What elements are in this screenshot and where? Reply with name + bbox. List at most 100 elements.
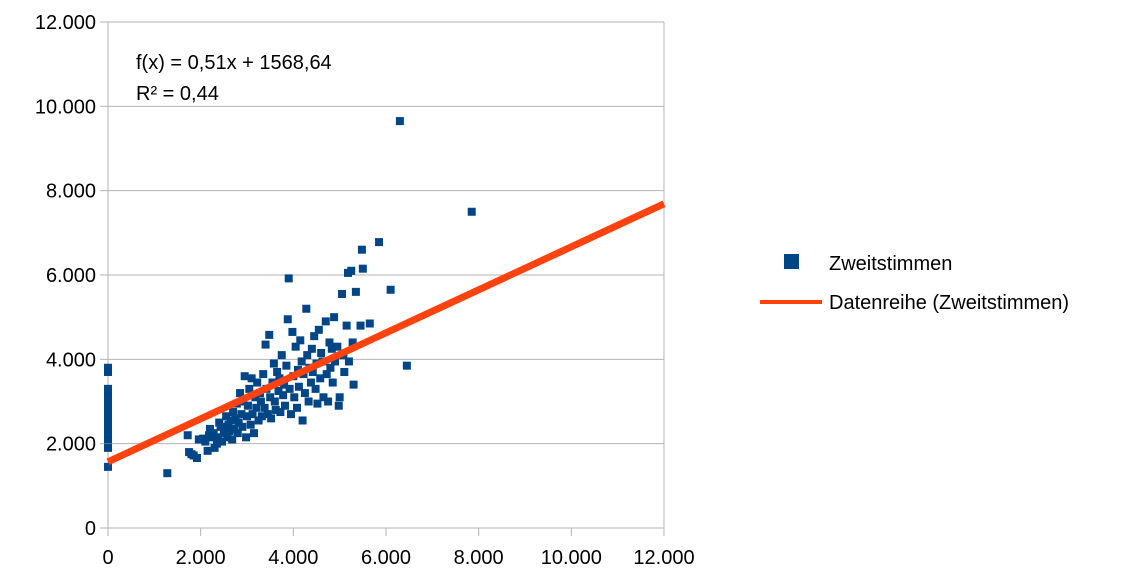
data-point xyxy=(327,344,336,353)
data-point xyxy=(326,363,335,372)
data-point xyxy=(335,393,344,402)
data-point xyxy=(467,207,476,216)
data-point xyxy=(321,317,330,326)
trend-line-layer xyxy=(106,200,666,466)
data-point xyxy=(104,384,112,393)
data-point xyxy=(282,361,291,370)
trend-line xyxy=(106,200,666,466)
data-point xyxy=(234,418,243,427)
data-point xyxy=(259,370,268,379)
data-point xyxy=(104,416,112,425)
data-point xyxy=(104,420,112,429)
data-point xyxy=(337,289,346,298)
data-point xyxy=(284,274,293,283)
data-point xyxy=(357,245,366,254)
data-point xyxy=(279,391,288,400)
data-point xyxy=(342,321,351,330)
data-point xyxy=(104,399,112,408)
data-point xyxy=(236,389,245,398)
data-point xyxy=(263,410,272,419)
data-point xyxy=(210,443,219,452)
x-tick-label: 2.000 xyxy=(176,547,226,569)
data-point xyxy=(201,437,210,446)
data-point xyxy=(104,403,112,412)
x-tick-label: 6.000 xyxy=(361,547,411,569)
data-point xyxy=(283,315,292,324)
data-point xyxy=(203,446,212,455)
data-point xyxy=(402,361,411,370)
data-point xyxy=(322,370,331,379)
data-point xyxy=(348,338,357,347)
data-point xyxy=(274,386,283,395)
data-point xyxy=(351,287,360,296)
data-point xyxy=(253,378,262,387)
data-point xyxy=(356,321,365,330)
data-point xyxy=(298,416,307,425)
data-point xyxy=(395,117,404,126)
data-point xyxy=(296,336,305,345)
data-point xyxy=(280,401,289,410)
data-point xyxy=(194,435,203,444)
y-tick-label: 0 xyxy=(85,518,96,540)
data-point xyxy=(347,266,356,275)
data-point xyxy=(163,469,172,478)
x-tick-label: 0 xyxy=(102,547,113,569)
data-point xyxy=(291,342,300,351)
y-tick-label: 6.000 xyxy=(46,265,96,287)
data-point xyxy=(224,420,233,429)
legend: Zweitstimmen Datenreihe (Zweitstimmen) xyxy=(760,253,1069,314)
data-point xyxy=(104,462,112,471)
y-tick-label: 12.000 xyxy=(35,12,96,34)
data-point xyxy=(248,410,257,419)
data-point xyxy=(319,393,328,402)
data-point xyxy=(104,412,112,421)
data-point xyxy=(104,435,112,444)
legend-label-trendline: Datenreihe (Zweitstimmen) xyxy=(829,292,1069,314)
data-point xyxy=(269,359,278,368)
data-point xyxy=(340,367,349,376)
data-point xyxy=(331,357,340,366)
data-point xyxy=(237,410,246,419)
data-point xyxy=(229,408,238,417)
x-tick-label: 10.000 xyxy=(541,547,602,569)
data-point xyxy=(217,437,226,446)
data-point xyxy=(273,367,282,376)
data-point xyxy=(306,378,315,387)
trend-equation-label: f(x) = 0,51x + 1568,64 xyxy=(136,52,332,74)
data-point xyxy=(104,367,112,376)
data-point xyxy=(365,319,374,328)
data-point xyxy=(216,422,225,431)
data-point xyxy=(324,397,333,406)
axes xyxy=(100,21,665,536)
data-point xyxy=(205,424,214,433)
data-point xyxy=(386,285,395,294)
x-tick-label: 4.000 xyxy=(268,547,318,569)
data-point xyxy=(225,427,234,436)
y-tick-label: 4.000 xyxy=(46,349,96,371)
data-point xyxy=(222,412,231,421)
data-point xyxy=(230,424,239,433)
data-point xyxy=(285,384,294,393)
data-point xyxy=(311,384,320,393)
data-point xyxy=(266,393,275,402)
data-point xyxy=(220,424,229,433)
data-point xyxy=(325,338,334,347)
y-axis-tick-labels: 0 2.000 4.000 6.000 8.000 10.000 12.000 xyxy=(35,12,96,540)
data-point xyxy=(313,399,322,408)
data-point xyxy=(226,416,235,425)
data-point xyxy=(280,380,289,389)
legend-marker-square xyxy=(784,254,799,269)
data-point xyxy=(330,313,339,322)
data-point xyxy=(208,433,217,442)
data-point xyxy=(228,435,237,444)
data-point xyxy=(317,349,326,358)
data-point xyxy=(183,431,192,440)
data-point xyxy=(307,344,316,353)
data-point xyxy=(261,340,270,349)
data-point xyxy=(104,363,112,372)
r-squared-label: R² = 0,44 xyxy=(136,83,219,105)
data-point xyxy=(104,408,112,417)
data-point xyxy=(242,433,251,442)
data-point xyxy=(303,351,312,360)
